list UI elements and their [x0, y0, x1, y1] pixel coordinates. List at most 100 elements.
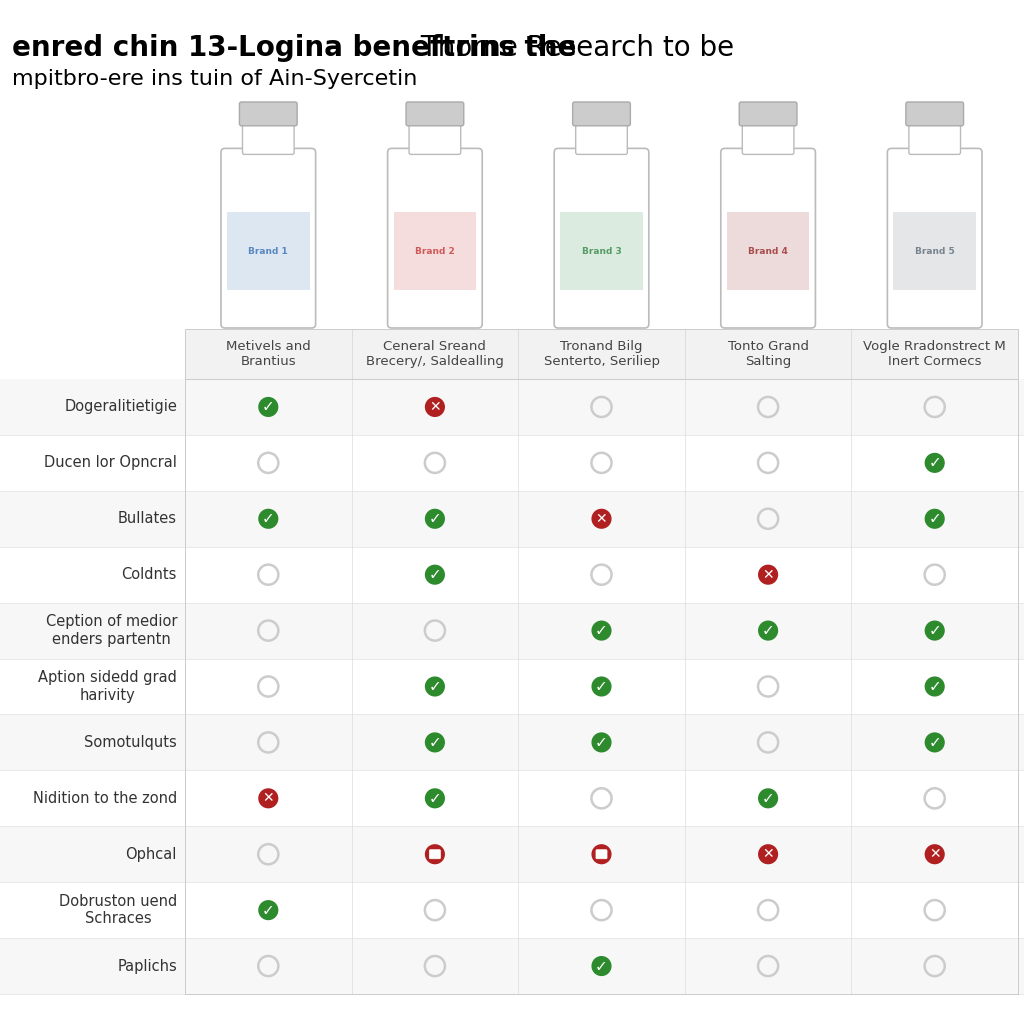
Text: Thorne Research to be: Thorne Research to be: [412, 34, 734, 62]
FancyBboxPatch shape: [0, 547, 1024, 603]
FancyBboxPatch shape: [0, 826, 1024, 883]
Circle shape: [425, 509, 445, 528]
FancyBboxPatch shape: [227, 212, 309, 290]
Circle shape: [425, 788, 445, 808]
Text: ✓: ✓: [762, 623, 774, 638]
Text: Vogle Rradonstrect M
Inert Cormecs: Vogle Rradonstrect M Inert Cormecs: [863, 340, 1006, 368]
Text: ✓: ✓: [929, 511, 941, 526]
FancyBboxPatch shape: [0, 435, 1024, 490]
FancyBboxPatch shape: [906, 102, 964, 126]
Text: Tronand Bilg
Senterto, Seriliep: Tronand Bilg Senterto, Seriliep: [544, 340, 659, 368]
Text: ✓: ✓: [428, 735, 441, 750]
Text: Bullates: Bullates: [118, 511, 177, 526]
Circle shape: [425, 677, 445, 696]
Circle shape: [925, 732, 945, 753]
Text: ✕: ✕: [429, 400, 440, 414]
Text: ✓: ✓: [428, 511, 441, 526]
Circle shape: [925, 677, 945, 696]
FancyBboxPatch shape: [909, 122, 961, 155]
Circle shape: [258, 788, 279, 808]
FancyBboxPatch shape: [0, 658, 1024, 715]
Text: ✓: ✓: [428, 679, 441, 694]
Text: ✓: ✓: [595, 679, 608, 694]
FancyBboxPatch shape: [554, 148, 649, 328]
FancyBboxPatch shape: [429, 850, 440, 859]
Text: ✓: ✓: [428, 567, 441, 583]
FancyBboxPatch shape: [572, 102, 631, 126]
FancyBboxPatch shape: [407, 102, 464, 126]
FancyBboxPatch shape: [393, 212, 476, 290]
FancyBboxPatch shape: [560, 212, 643, 290]
FancyBboxPatch shape: [409, 122, 461, 155]
Text: ✓: ✓: [929, 735, 941, 750]
FancyBboxPatch shape: [727, 212, 809, 290]
FancyBboxPatch shape: [0, 883, 1024, 938]
Text: ✓: ✓: [428, 791, 441, 806]
Text: ✕: ✕: [262, 792, 274, 805]
FancyBboxPatch shape: [596, 850, 607, 859]
Circle shape: [592, 621, 611, 641]
FancyBboxPatch shape: [893, 212, 976, 290]
Text: Somotulquts: Somotulquts: [84, 735, 177, 750]
Text: ✓: ✓: [262, 511, 274, 526]
Text: enred chin 13-Logina beneftrins the: enred chin 13-Logina beneftrins the: [12, 34, 577, 62]
FancyBboxPatch shape: [0, 603, 1024, 658]
Circle shape: [425, 564, 445, 585]
Circle shape: [925, 453, 945, 473]
Text: ✓: ✓: [595, 958, 608, 974]
Text: Ophcal: Ophcal: [126, 847, 177, 862]
Text: Coldnts: Coldnts: [122, 567, 177, 583]
Text: ✕: ✕: [762, 567, 774, 582]
Text: Brand 2: Brand 2: [415, 247, 455, 256]
Text: ✓: ✓: [929, 679, 941, 694]
Circle shape: [258, 397, 279, 417]
Text: Aption sidedd grad
harivity: Aption sidedd grad harivity: [38, 671, 177, 702]
Circle shape: [758, 564, 778, 585]
Circle shape: [258, 509, 279, 528]
Circle shape: [758, 621, 778, 641]
FancyBboxPatch shape: [888, 148, 982, 328]
Circle shape: [592, 956, 611, 976]
Circle shape: [925, 621, 945, 641]
Circle shape: [592, 844, 611, 864]
Circle shape: [592, 509, 611, 528]
FancyBboxPatch shape: [739, 102, 797, 126]
FancyBboxPatch shape: [0, 715, 1024, 770]
Text: Paplichs: Paplichs: [118, 958, 177, 974]
Text: ✕: ✕: [762, 847, 774, 861]
FancyBboxPatch shape: [0, 770, 1024, 826]
FancyBboxPatch shape: [240, 102, 297, 126]
Text: ✕: ✕: [596, 512, 607, 525]
Text: ✓: ✓: [262, 902, 274, 918]
FancyBboxPatch shape: [243, 122, 294, 155]
Circle shape: [758, 788, 778, 808]
Circle shape: [592, 732, 611, 753]
FancyBboxPatch shape: [575, 122, 628, 155]
FancyBboxPatch shape: [185, 329, 1018, 379]
Text: Tonto Grand
Salting: Tonto Grand Salting: [728, 340, 809, 368]
Text: ✓: ✓: [929, 456, 941, 470]
Text: ✕: ✕: [929, 847, 940, 861]
Text: Brand 1: Brand 1: [249, 247, 288, 256]
FancyBboxPatch shape: [0, 490, 1024, 547]
Text: ✓: ✓: [762, 791, 774, 806]
Circle shape: [925, 509, 945, 528]
FancyBboxPatch shape: [221, 148, 315, 328]
Text: ✓: ✓: [929, 623, 941, 638]
Text: Ceneral Sreand
Brecery/, Saldealling: Ceneral Sreand Brecery/, Saldealling: [366, 340, 504, 368]
Circle shape: [258, 900, 279, 921]
Text: Brand 5: Brand 5: [914, 247, 954, 256]
FancyBboxPatch shape: [721, 148, 815, 328]
Circle shape: [592, 677, 611, 696]
Circle shape: [425, 732, 445, 753]
FancyBboxPatch shape: [0, 379, 1024, 435]
Circle shape: [425, 397, 445, 417]
Text: ✓: ✓: [595, 623, 608, 638]
Circle shape: [925, 844, 945, 864]
Text: Brand 4: Brand 4: [749, 247, 788, 256]
Circle shape: [425, 844, 445, 864]
FancyBboxPatch shape: [0, 938, 1024, 994]
FancyBboxPatch shape: [387, 148, 482, 328]
Text: mpitbro-ere ins tuin of Ain-Syercetin: mpitbro-ere ins tuin of Ain-Syercetin: [12, 69, 418, 89]
Text: Metivels and
Brantius: Metivels and Brantius: [226, 340, 310, 368]
